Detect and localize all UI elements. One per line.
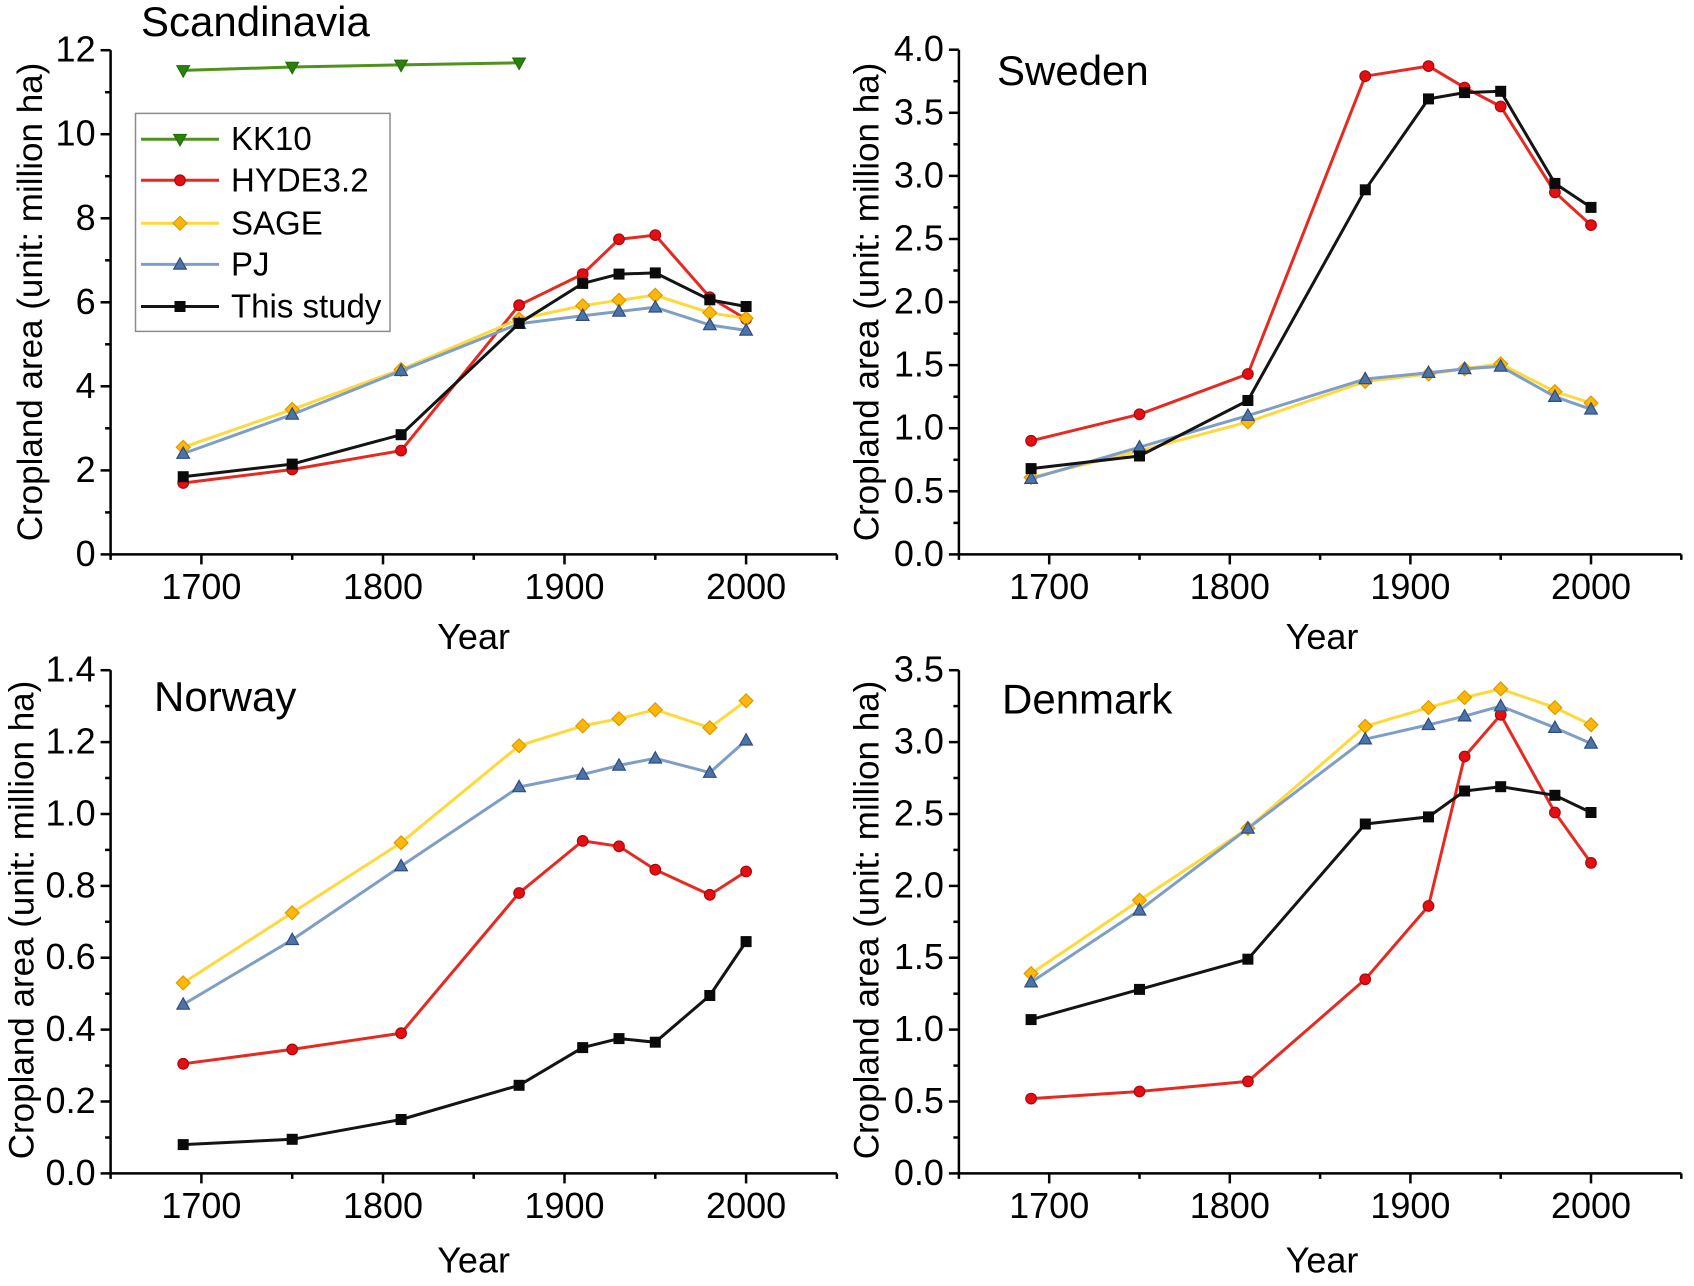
svg-text:0.5: 0.5: [894, 470, 944, 511]
svg-text:1900: 1900: [524, 566, 604, 607]
svg-text:10: 10: [56, 113, 96, 154]
svg-text:2: 2: [76, 449, 96, 490]
svg-text:2000: 2000: [1551, 1185, 1631, 1226]
svg-text:1.0: 1.0: [894, 1008, 944, 1049]
svg-text:4.0: 4.0: [894, 28, 944, 69]
svg-text:Year: Year: [437, 1240, 510, 1281]
svg-text:1900: 1900: [1370, 1185, 1450, 1226]
svg-text:1900: 1900: [1370, 566, 1450, 607]
svg-text:Denmark: Denmark: [1002, 676, 1173, 723]
svg-text:0.6: 0.6: [46, 936, 96, 977]
svg-text:0: 0: [76, 533, 96, 574]
svg-text:1800: 1800: [343, 566, 423, 607]
svg-text:6: 6: [76, 281, 96, 322]
svg-text:1900: 1900: [524, 1185, 604, 1226]
svg-text:4: 4: [76, 365, 96, 406]
svg-text:12: 12: [56, 29, 96, 70]
svg-text:0.0: 0.0: [894, 533, 944, 574]
svg-text:Cropland area (unit: million h: Cropland area (unit: million ha): [848, 63, 887, 542]
svg-text:1700: 1700: [161, 1185, 241, 1226]
svg-text:2.0: 2.0: [894, 281, 944, 322]
svg-text:Sweden: Sweden: [997, 47, 1149, 94]
svg-text:1800: 1800: [1190, 566, 1270, 607]
svg-text:Year: Year: [1286, 1240, 1359, 1281]
svg-text:1.0: 1.0: [46, 793, 96, 834]
svg-text:1.5: 1.5: [894, 344, 944, 385]
svg-text:Cropland area (unit: million h: Cropland area (unit: million ha): [2, 681, 41, 1160]
svg-text:Cropland area (unit: million h: Cropland area (unit: million ha): [848, 681, 887, 1160]
svg-text:SAGE: SAGE: [231, 204, 323, 241]
svg-text:0.0: 0.0: [894, 1152, 944, 1193]
svg-text:0.0: 0.0: [46, 1152, 96, 1193]
svg-text:0.4: 0.4: [46, 1008, 96, 1049]
svg-text:1700: 1700: [161, 566, 241, 607]
svg-text:1700: 1700: [1009, 566, 1089, 607]
svg-text:1700: 1700: [1009, 1185, 1089, 1226]
svg-text:8: 8: [76, 197, 96, 238]
svg-text:3.5: 3.5: [894, 649, 944, 690]
svg-text:1.4: 1.4: [46, 649, 96, 690]
svg-text:0.2: 0.2: [46, 1080, 96, 1121]
svg-text:2000: 2000: [706, 1185, 786, 1226]
svg-text:Year: Year: [1286, 616, 1359, 657]
svg-text:KK10: KK10: [231, 120, 312, 157]
svg-text:1.2: 1.2: [46, 721, 96, 762]
svg-text:PJ: PJ: [231, 245, 270, 282]
svg-text:2000: 2000: [706, 566, 786, 607]
svg-text:This study: This study: [231, 288, 382, 325]
svg-text:Cropland area (unit: million h: Cropland area (unit: million ha): [11, 63, 50, 542]
svg-text:1.5: 1.5: [894, 936, 944, 977]
svg-text:2000: 2000: [1551, 566, 1631, 607]
svg-text:2.5: 2.5: [894, 218, 944, 259]
svg-text:0.8: 0.8: [46, 864, 96, 905]
svg-text:Year: Year: [437, 616, 510, 657]
svg-text:0.5: 0.5: [894, 1080, 944, 1121]
svg-text:1.0: 1.0: [894, 407, 944, 448]
svg-text:HYDE3.2: HYDE3.2: [231, 161, 369, 198]
svg-text:Norway: Norway: [154, 673, 296, 720]
svg-text:2.5: 2.5: [894, 793, 944, 834]
svg-text:1800: 1800: [1190, 1185, 1270, 1226]
svg-text:2.0: 2.0: [894, 864, 944, 905]
svg-text:3.0: 3.0: [894, 154, 944, 195]
svg-text:Scandinavia: Scandinavia: [141, 0, 370, 45]
svg-text:3.5: 3.5: [894, 91, 944, 132]
svg-text:1800: 1800: [343, 1185, 423, 1226]
svg-text:3.0: 3.0: [894, 721, 944, 762]
